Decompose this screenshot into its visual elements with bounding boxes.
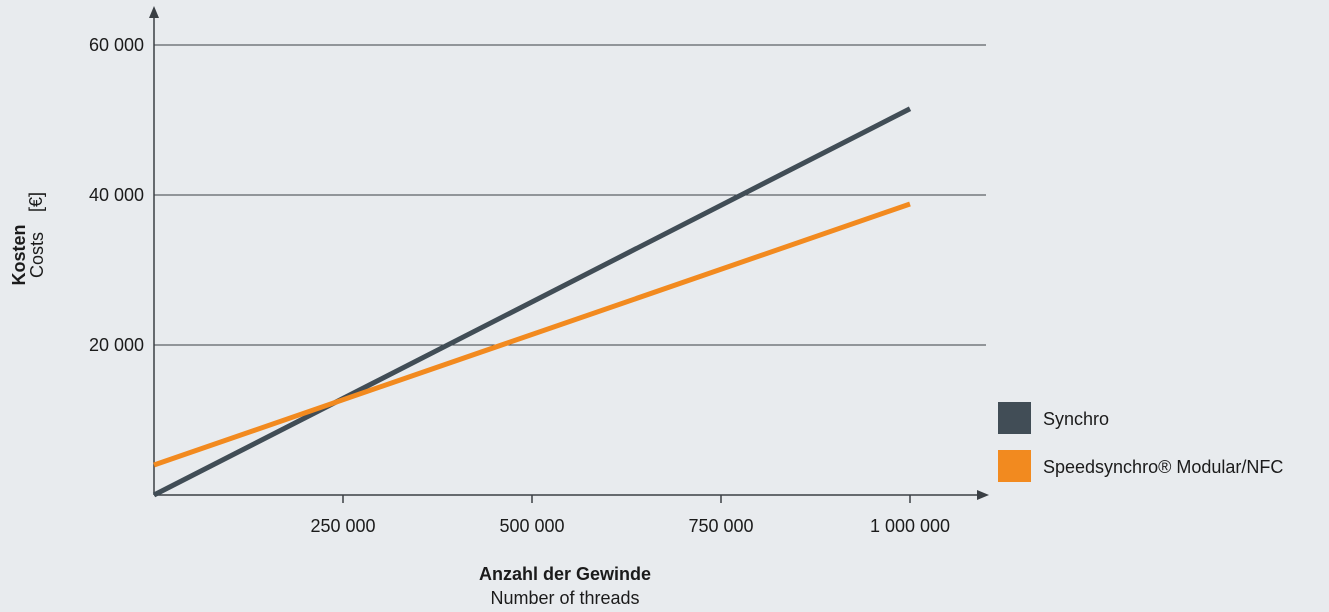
x-tick-label: 250 000 [310,516,375,536]
x-tick-labels: 250 000 500 000 750 000 1 000 000 [310,495,950,536]
legend-label: Speedsynchro® Modular/NFC [1043,457,1283,477]
y-axis-title: Kosten Costs [€] [9,192,47,286]
axes [149,6,989,500]
y-axis-label: Kosten [9,224,29,285]
y-tick-label: 60 000 [89,35,144,55]
x-tick-label: 500 000 [499,516,564,536]
legend: Synchro Speedsynchro® Modular/NFC [998,402,1283,482]
y-tick-label: 40 000 [89,185,144,205]
series-lines [152,106,912,498]
x-axis-label: Anzahl der Gewinde [479,564,651,584]
legend-swatch [998,450,1031,482]
x-axis-arrow [977,490,989,500]
grid-lines [154,44,986,346]
legend-swatch [998,402,1031,434]
x-tick-label: 1 000 000 [870,516,950,536]
x-axis-sublabel: Number of threads [490,588,639,608]
series-line-0 [152,106,912,498]
y-axis-unit: [€] [26,192,46,212]
y-axis-sublabel: Costs [27,232,47,278]
series-line-1 [153,201,911,468]
y-axis-arrow [149,6,159,18]
x-tick-label: 750 000 [688,516,753,536]
y-tick-labels: 20 000 40 000 60 000 [89,35,144,355]
y-tick-label: 20 000 [89,335,144,355]
legend-label: Synchro [1043,409,1109,429]
